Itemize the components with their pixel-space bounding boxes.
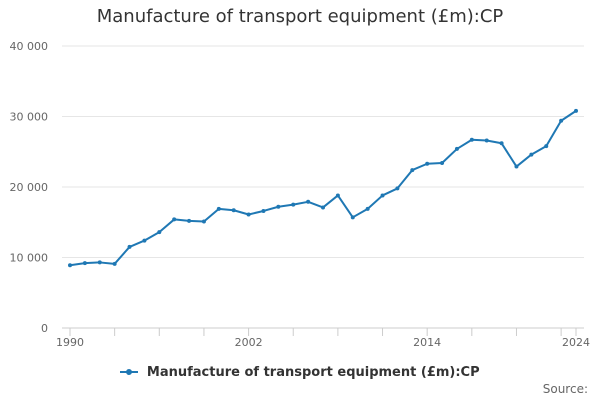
x-tick-label: 1990 [56,336,84,349]
y-tick-label: 40 000 [10,40,49,53]
data-point [484,138,489,143]
data-point [380,193,385,198]
legend[interactable]: Manufacture of transport equipment (£m):… [0,365,600,380]
chart-title: Manufacture of transport equipment (£m):… [96,6,504,27]
data-point [68,263,72,268]
y-tick-label: 10 000 [10,252,49,265]
data-point [440,161,445,166]
data-point [514,164,519,169]
data-point [335,193,340,198]
series-line [69,110,577,267]
legend-swatch [120,368,139,375]
y-tick-label: 30 000 [10,111,49,124]
data-point [425,161,430,166]
x-tick-label: 2024 [562,336,590,349]
data-point [261,208,266,213]
data-point [469,137,474,142]
data-point [350,215,355,220]
data-point [216,206,221,211]
x-tick-label: 2002 [235,336,263,349]
data-point [172,217,177,222]
y-tick-label: 0 [41,322,48,335]
y-tick-label: 20 000 [10,181,49,194]
data-point [365,206,370,211]
source-label: Source: [542,382,588,396]
data-point [112,261,117,266]
data-point [574,108,578,113]
data-point [157,230,162,235]
data-point [499,141,504,146]
data-point [291,202,296,207]
data-point [246,212,251,217]
x-tick-label: 2014 [413,336,441,349]
data-point [321,205,325,210]
data-point [276,204,281,209]
data-point [82,261,87,266]
gridlines [62,45,584,258]
data-point [395,186,400,191]
axes: 0 10 000 20 000 30 000 40 000 1990 2002 2014 202… [10,40,591,349]
data-point [559,118,564,123]
legend-label: Manufacture of transport equipment (£m):… [146,365,480,380]
data-point [97,260,102,265]
data-point [142,238,147,243]
data-point [306,199,311,204]
data-point [454,146,459,151]
data-point [410,168,415,173]
data-point [201,219,206,224]
data-point [127,244,132,249]
series-layer [68,108,578,268]
data-point [544,144,549,149]
data-point [529,152,534,157]
data-point [231,208,236,213]
data-point [187,218,192,223]
